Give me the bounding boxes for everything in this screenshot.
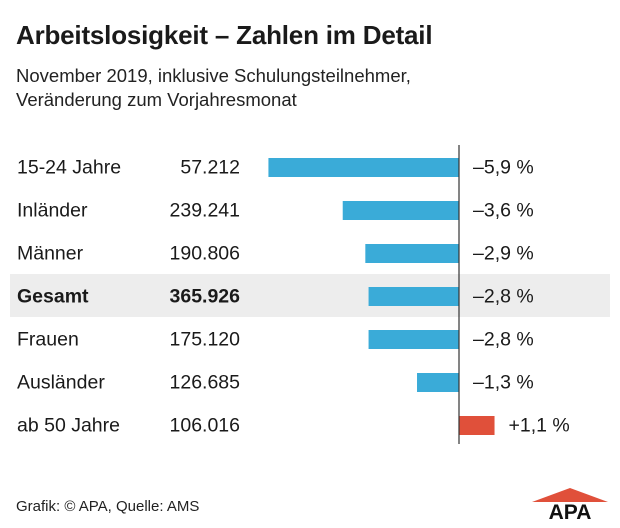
count-label: 239.241 [170, 200, 241, 222]
bar [368, 287, 459, 306]
category-label: Ausländer [17, 372, 105, 394]
value-label: –2,9 % [473, 243, 534, 265]
subtitle-line-1: November 2019, inklusive Schulungsteilne… [16, 65, 411, 86]
count-label: 126.685 [170, 372, 241, 394]
logo-roof [532, 488, 608, 502]
highlight-row-band [10, 274, 610, 317]
category-label: 15-24 Jahre [17, 157, 121, 179]
bar [365, 244, 459, 263]
value-label: +1,1 % [509, 415, 570, 437]
category-label: Frauen [17, 329, 79, 351]
category-label: Gesamt [17, 286, 89, 308]
chart-subtitle: November 2019, inklusive Schulungsteilne… [16, 64, 411, 112]
bar [459, 416, 495, 435]
bar [342, 201, 459, 220]
category-label: ab 50 Jahre [17, 415, 120, 437]
count-label: 175.120 [170, 329, 241, 351]
category-label: Männer [17, 243, 84, 265]
bar [417, 373, 459, 392]
apa-logo: APA [532, 488, 608, 520]
count-label: 57.212 [180, 157, 240, 179]
bar [268, 158, 459, 177]
value-label: –2,8 % [473, 286, 534, 308]
value-label: –1,3 % [473, 372, 534, 394]
value-label: –5,9 % [473, 157, 534, 179]
count-label: 365.926 [170, 286, 241, 308]
value-label: –3,6 % [473, 200, 534, 222]
bar-chart: 15-24 Jahre 57.212 –5,9 % Inländer 239.241 –3… [10, 145, 610, 444]
logo-text: APA [549, 501, 592, 520]
subtitle-line-2: Veränderung zum Vorjahresmonat [16, 89, 297, 110]
count-label: 106.016 [170, 415, 241, 437]
source-credit: Grafik: © APA, Quelle: AMS [16, 498, 200, 515]
value-label: –2,8 % [473, 329, 534, 351]
bar [368, 330, 459, 349]
chart-title: Arbeitslosigkeit – Zahlen im Detail [16, 20, 433, 50]
count-label: 190.806 [170, 243, 241, 265]
category-label: Inländer [17, 200, 88, 222]
